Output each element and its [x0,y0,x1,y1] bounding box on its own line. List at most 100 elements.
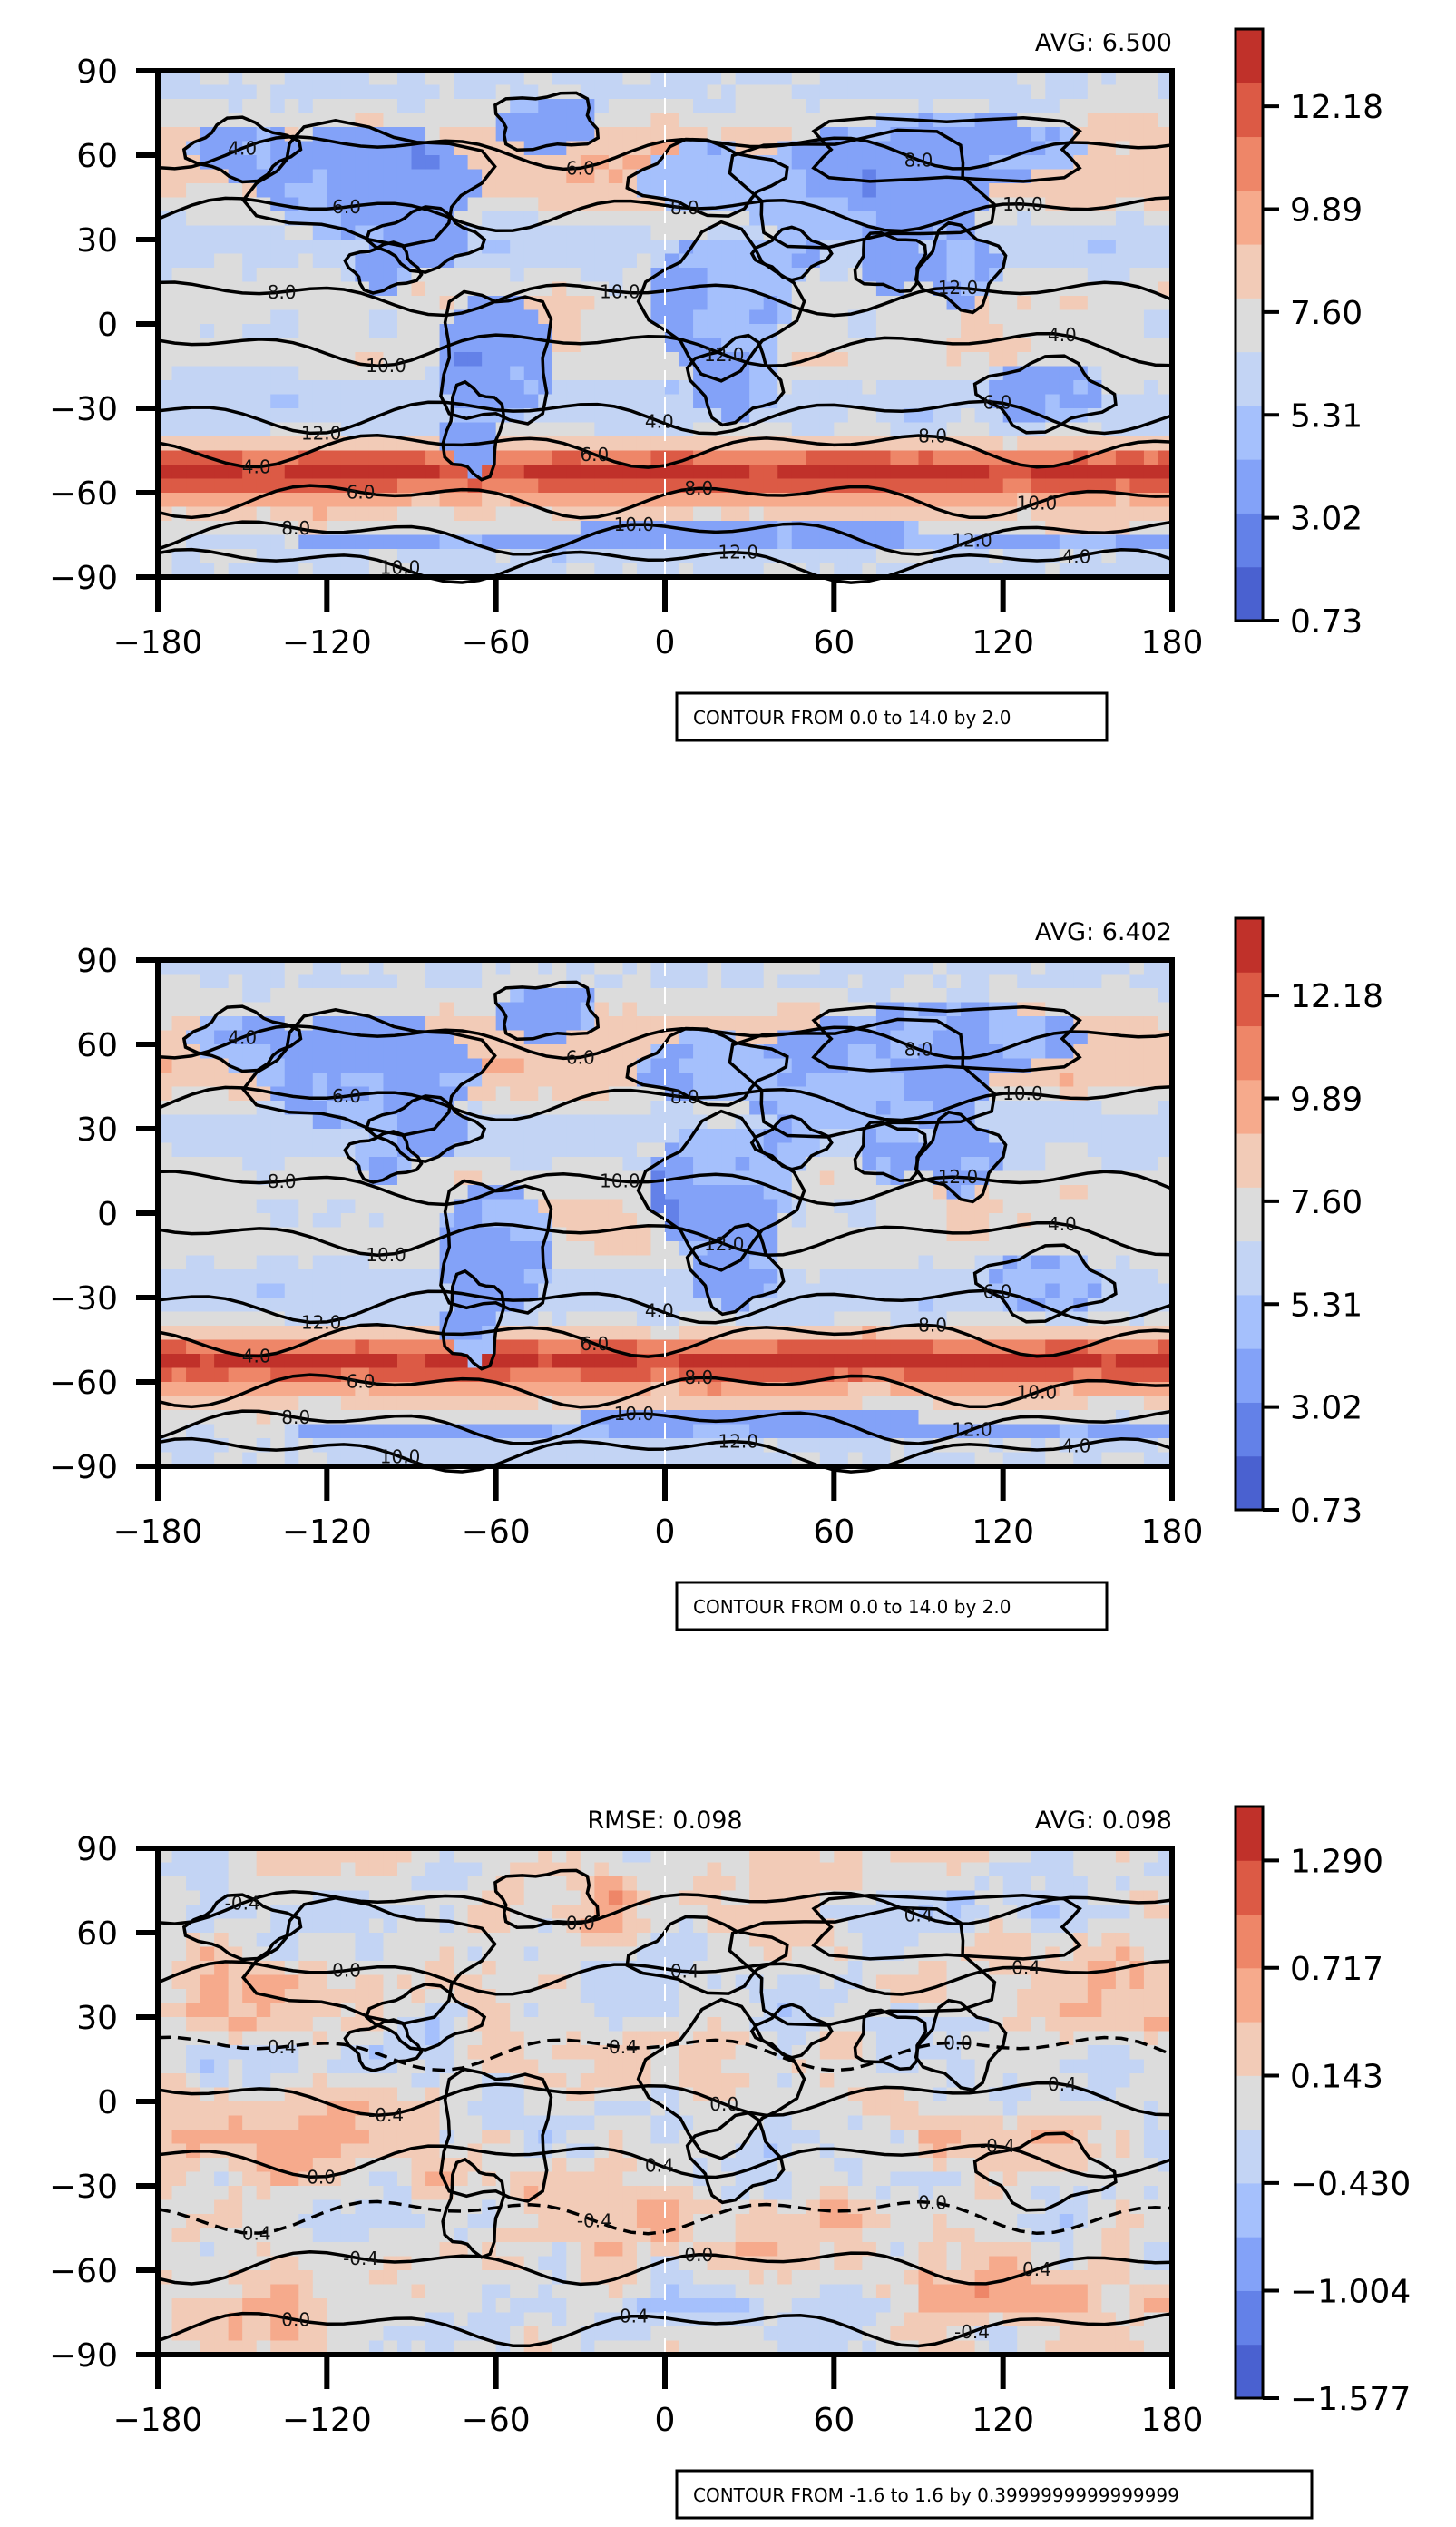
field-cell [327,1396,342,1411]
field-cell [411,183,426,199]
field-cell [552,1298,567,1313]
field-cell [256,309,271,325]
field-cell [566,1114,581,1130]
field-cell [368,268,385,283]
field-cell [580,1129,595,1144]
field-cell [875,974,892,989]
field-cell [1101,1058,1117,1073]
field-cell [777,1170,793,1186]
field-cell [1087,394,1102,409]
field-cell [989,352,1004,367]
field-cell [622,1367,638,1383]
field-cell [946,309,962,325]
field-cell [933,1030,948,1045]
contour-label: 8.0 [268,281,297,303]
field-cell [411,366,426,381]
field-cell [1101,1185,1117,1200]
field-cell [961,197,976,212]
field-cell [819,1396,835,1411]
field-cell [523,534,539,550]
field-cell [946,1241,962,1257]
field-cell [1101,268,1117,283]
field-cell [411,506,426,522]
field-cell [242,1311,258,1327]
field-cell [777,1101,793,1116]
field-cell [312,1199,327,1214]
field-cell [1017,534,1032,550]
field-cell [847,1073,863,1088]
field-cell [1143,1213,1159,1229]
field-cell [228,380,243,396]
field-cell [1045,465,1060,480]
field-cell [467,1269,483,1285]
field-cell [819,309,835,325]
field-cell [256,1129,271,1144]
field-cell [355,309,370,325]
field-cell [862,1396,877,1411]
field-cell [242,324,258,339]
field-cell [665,974,680,989]
field-cell [1087,1241,1102,1257]
field-cell [1087,296,1102,311]
field-cell [510,197,525,212]
field-cell [974,380,990,396]
field-cell [383,141,398,156]
field-cell [200,1157,215,1172]
field-cell [1073,1241,1089,1257]
field-cell [580,408,595,424]
field-cell [298,1298,314,1313]
field-cell [1031,71,1046,86]
field-cell [171,478,187,494]
field-cell [875,521,892,536]
field-cell [1143,183,1159,199]
field-cell [439,127,454,142]
field-cell [806,380,821,396]
field-cell [622,1241,638,1257]
field-cell [467,1241,483,1257]
field-cell [467,1044,483,1060]
field-cell [665,1326,680,1341]
field-cell [298,1114,314,1130]
field-cell [200,268,215,283]
field-cell [622,1002,638,1017]
field-cell [340,169,356,184]
field-cell [1143,84,1159,100]
field-cell [1158,240,1173,255]
field-cell [200,534,215,550]
field-cell [933,380,948,396]
field-cell [918,183,933,199]
field-cell [933,352,948,367]
field-cell [1017,1227,1032,1242]
field-cell [946,1269,962,1285]
field-cell [974,1142,990,1158]
field-cell [918,1255,933,1270]
field-cell [665,268,680,283]
field-cell [1002,99,1018,114]
field-cell [791,366,806,381]
field-cell [847,1185,863,1200]
field-cell [735,1396,750,1411]
field-cell [933,338,948,353]
field-cell [1002,1016,1018,1032]
field-cell [665,380,680,396]
field-cell [510,1339,525,1355]
field-cell [552,422,567,437]
field-cell [552,1213,567,1229]
field-cell [312,408,327,424]
field-cell [862,84,877,100]
field-cell [256,99,271,114]
field-cell [298,1073,314,1088]
field-cell [396,1073,413,1088]
field-cell [510,183,525,199]
field-cell [1101,281,1117,297]
field-cell [791,988,806,1004]
field-cell [495,240,511,255]
field-cell [622,422,638,437]
field-cell [904,84,920,100]
field-cell [1045,1129,1060,1144]
field-cell [242,974,258,989]
field-cell [580,352,595,367]
field-cell [1115,253,1131,269]
field-cell [1073,1142,1089,1158]
field-cell [890,71,905,86]
